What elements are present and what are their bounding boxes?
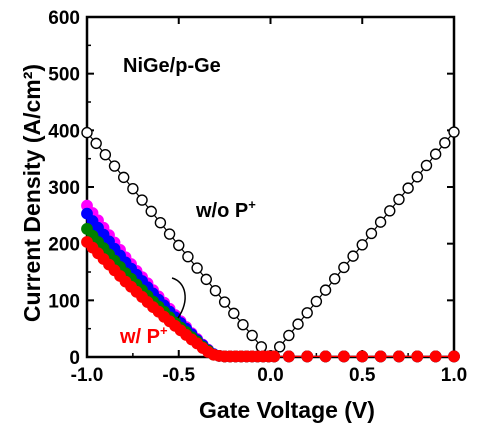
data-point	[301, 350, 314, 363]
y-tick-label: 300	[48, 178, 80, 199]
data-point	[448, 350, 460, 363]
with-p-label-base: w/ P	[119, 326, 160, 348]
data-point	[402, 182, 414, 194]
data-point	[292, 318, 304, 330]
y-tick-label: 100	[48, 291, 80, 312]
data-point	[127, 182, 139, 195]
data-point	[310, 295, 323, 308]
data-point	[228, 307, 240, 320]
data-point	[255, 341, 268, 353]
data-point	[218, 296, 231, 308]
y-tick-label: 600	[48, 8, 80, 29]
data-point	[81, 126, 93, 139]
data-point	[393, 350, 405, 363]
data-point	[374, 350, 387, 363]
y-axis-ticks: 0 100 200 300 400 500 600	[48, 8, 454, 369]
series-layer	[81, 126, 460, 363]
data-point	[136, 194, 148, 206]
series-0	[81, 126, 460, 362]
sample-label: NiGe/p-Ge	[123, 55, 221, 77]
data-point	[338, 261, 350, 274]
data-point	[411, 171, 423, 183]
data-point	[99, 148, 112, 161]
data-point	[319, 350, 332, 363]
without-p-label-sup: +	[248, 197, 256, 212]
data-point	[154, 216, 167, 229]
data-point	[347, 250, 359, 262]
y-axis-title: Current Density (A/cm²)	[19, 64, 45, 322]
x-tick-label: -0.5	[162, 365, 195, 386]
y-tick-label: 500	[48, 65, 80, 86]
data-point	[356, 239, 368, 251]
y-tick-label: 0	[69, 348, 80, 369]
data-point	[282, 350, 295, 363]
data-point	[90, 137, 102, 150]
data-point	[283, 329, 295, 342]
with-p-label: w/ P+	[119, 323, 168, 348]
y-tick-label: 400	[48, 121, 80, 142]
data-point	[356, 350, 369, 363]
data-point	[448, 126, 460, 138]
data-point	[301, 307, 313, 319]
series-bracket	[171, 277, 186, 319]
data-point	[191, 262, 203, 274]
data-point	[439, 137, 451, 149]
data-point	[268, 350, 281, 363]
data-point	[237, 319, 249, 331]
x-axis-title: Gate Voltage (V)	[199, 397, 375, 423]
data-point	[329, 273, 341, 285]
x-tick-label: 1.0	[441, 365, 467, 386]
data-point	[182, 251, 194, 263]
data-point	[108, 160, 121, 172]
data-point	[411, 350, 424, 363]
data-point	[209, 285, 222, 297]
x-tick-label: 0.5	[349, 365, 376, 386]
data-point	[429, 350, 442, 363]
data-point	[337, 350, 350, 363]
x-tick-label: 0.0	[257, 365, 283, 386]
without-p-label-base: w/o P	[195, 200, 248, 222]
data-point	[365, 227, 378, 240]
data-point	[273, 341, 286, 353]
data-point	[200, 273, 212, 286]
data-point	[374, 216, 387, 228]
data-point	[384, 205, 396, 217]
data-point	[173, 239, 185, 252]
data-point	[393, 193, 405, 206]
without-p-label: w/o P+	[195, 197, 256, 222]
x-tick-label: -1.0	[71, 365, 104, 386]
series-4	[81, 236, 460, 363]
series-line	[86, 131, 455, 357]
data-point	[429, 148, 442, 160]
data-point	[319, 284, 332, 296]
data-point	[145, 205, 157, 218]
y-tick-label: 200	[48, 235, 80, 256]
data-point	[246, 329, 258, 342]
with-p-label-sup: +	[160, 323, 168, 338]
data-point	[163, 228, 176, 240]
data-point	[420, 159, 433, 172]
data-point	[117, 171, 130, 184]
